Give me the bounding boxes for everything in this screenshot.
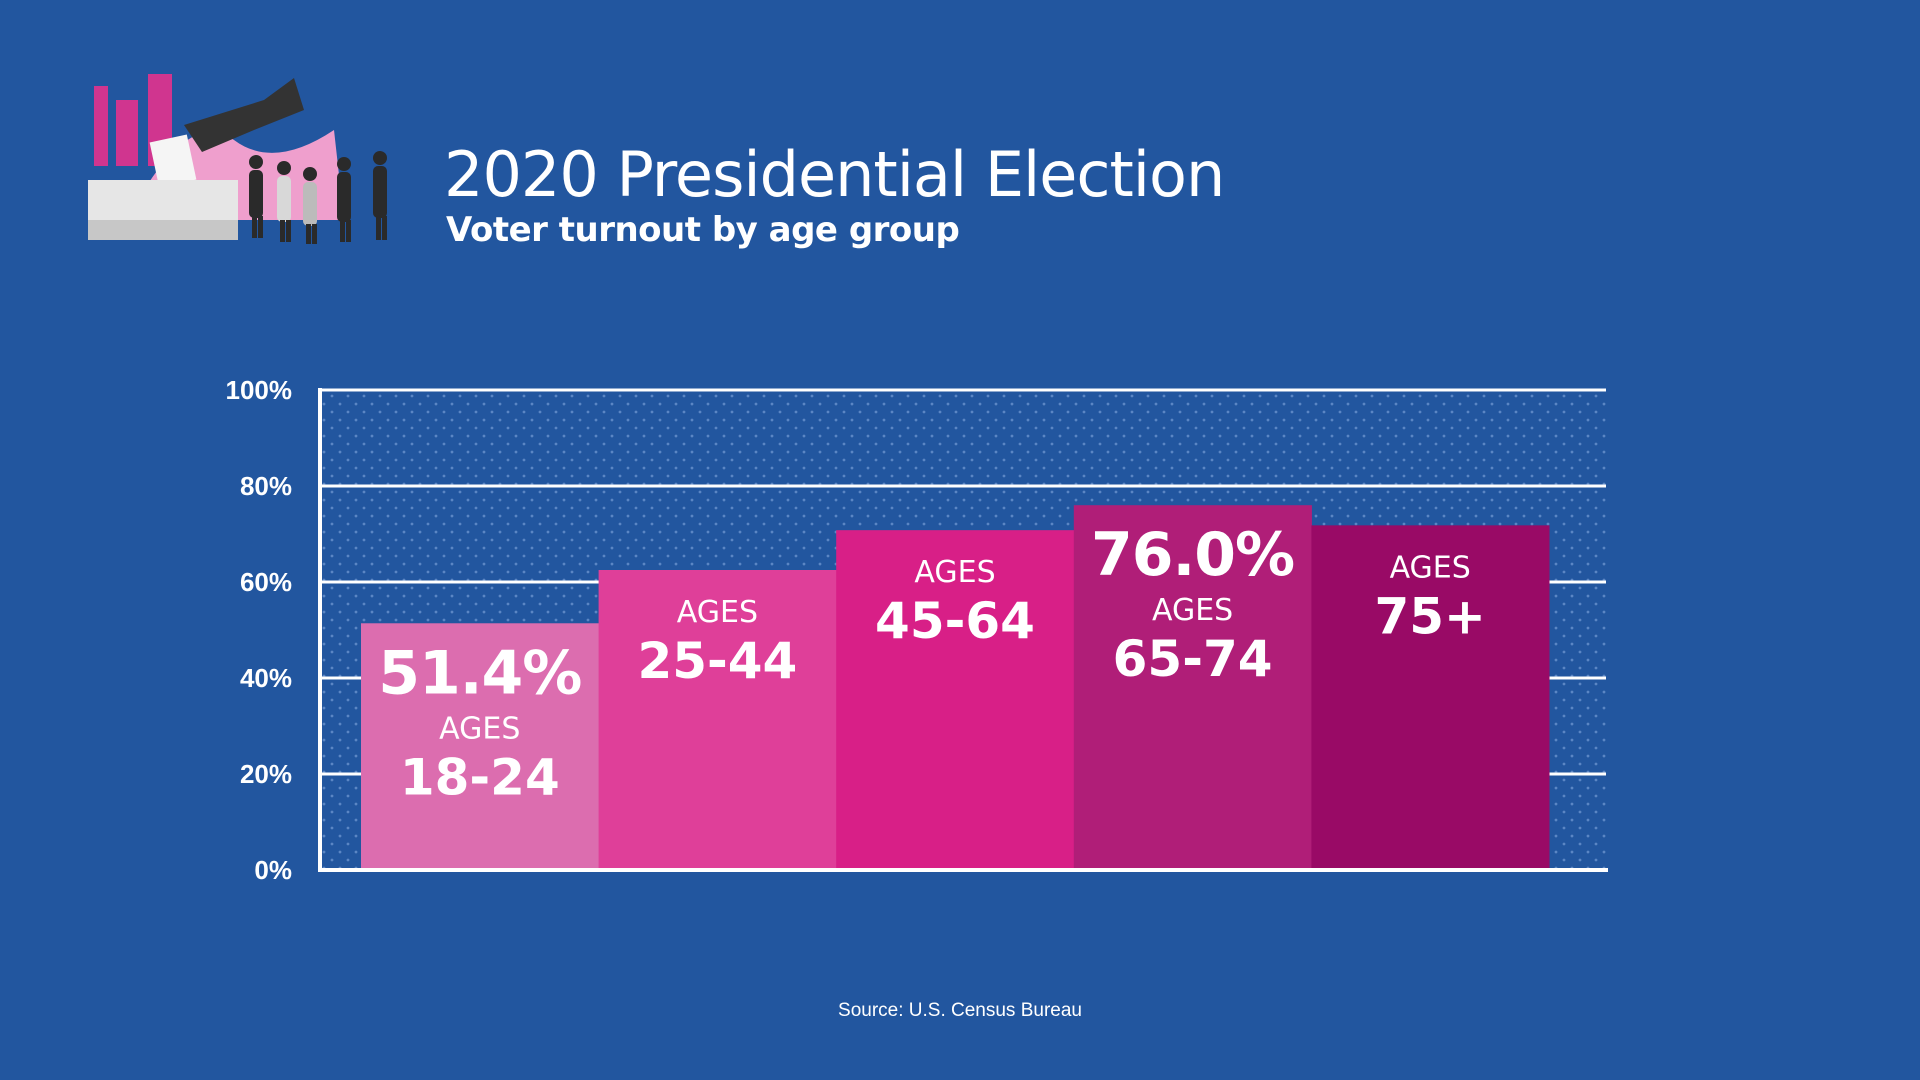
category-label: 75+ xyxy=(1374,587,1485,645)
bars: 51.4%AGES18-24AGES25-44AGES45-6476.0%AGE… xyxy=(361,505,1550,868)
hand-icon xyxy=(184,78,304,152)
ballot-box-front-icon xyxy=(88,220,238,240)
data-label: 51.4% xyxy=(378,638,581,708)
y-tick-label: 40% xyxy=(240,663,292,693)
walking-people-icon xyxy=(249,151,387,244)
category-prefix: AGES xyxy=(914,555,995,590)
chart-title: 2020 Presidential Election xyxy=(444,138,1225,211)
category-label: 25-44 xyxy=(637,632,797,690)
y-axis-ticks: 0% 20% 40% 60% 80% 100% xyxy=(226,375,293,885)
mini-bar-icon xyxy=(116,100,138,166)
bar xyxy=(1311,525,1550,868)
ballot-paper-icon xyxy=(149,134,197,188)
category-prefix: AGES xyxy=(1152,593,1233,628)
y-tick-label: 60% xyxy=(240,567,292,597)
data-label: 76.0% xyxy=(1091,520,1294,590)
y-tick-label: 80% xyxy=(240,471,292,501)
source-note: Source: U.S. Census Bureau xyxy=(838,1000,1082,1021)
y-tick-label: 0% xyxy=(254,855,292,885)
category-prefix: AGES xyxy=(1390,550,1471,585)
bar xyxy=(836,530,1075,868)
category-prefix: AGES xyxy=(677,595,758,630)
chart-subtitle: Voter turnout by age group xyxy=(446,210,960,250)
bar xyxy=(1073,505,1312,868)
category-label: 65-74 xyxy=(1113,630,1273,688)
y-tick-label: 100% xyxy=(226,375,293,405)
y-tick-label: 20% xyxy=(240,759,292,789)
ballot-box-illustration xyxy=(88,74,387,244)
category-prefix: AGES xyxy=(439,711,520,746)
category-label: 18-24 xyxy=(400,748,560,806)
bar xyxy=(598,570,837,868)
bar xyxy=(361,623,600,868)
mini-bar-icon xyxy=(94,86,108,166)
category-label: 45-64 xyxy=(875,592,1035,650)
